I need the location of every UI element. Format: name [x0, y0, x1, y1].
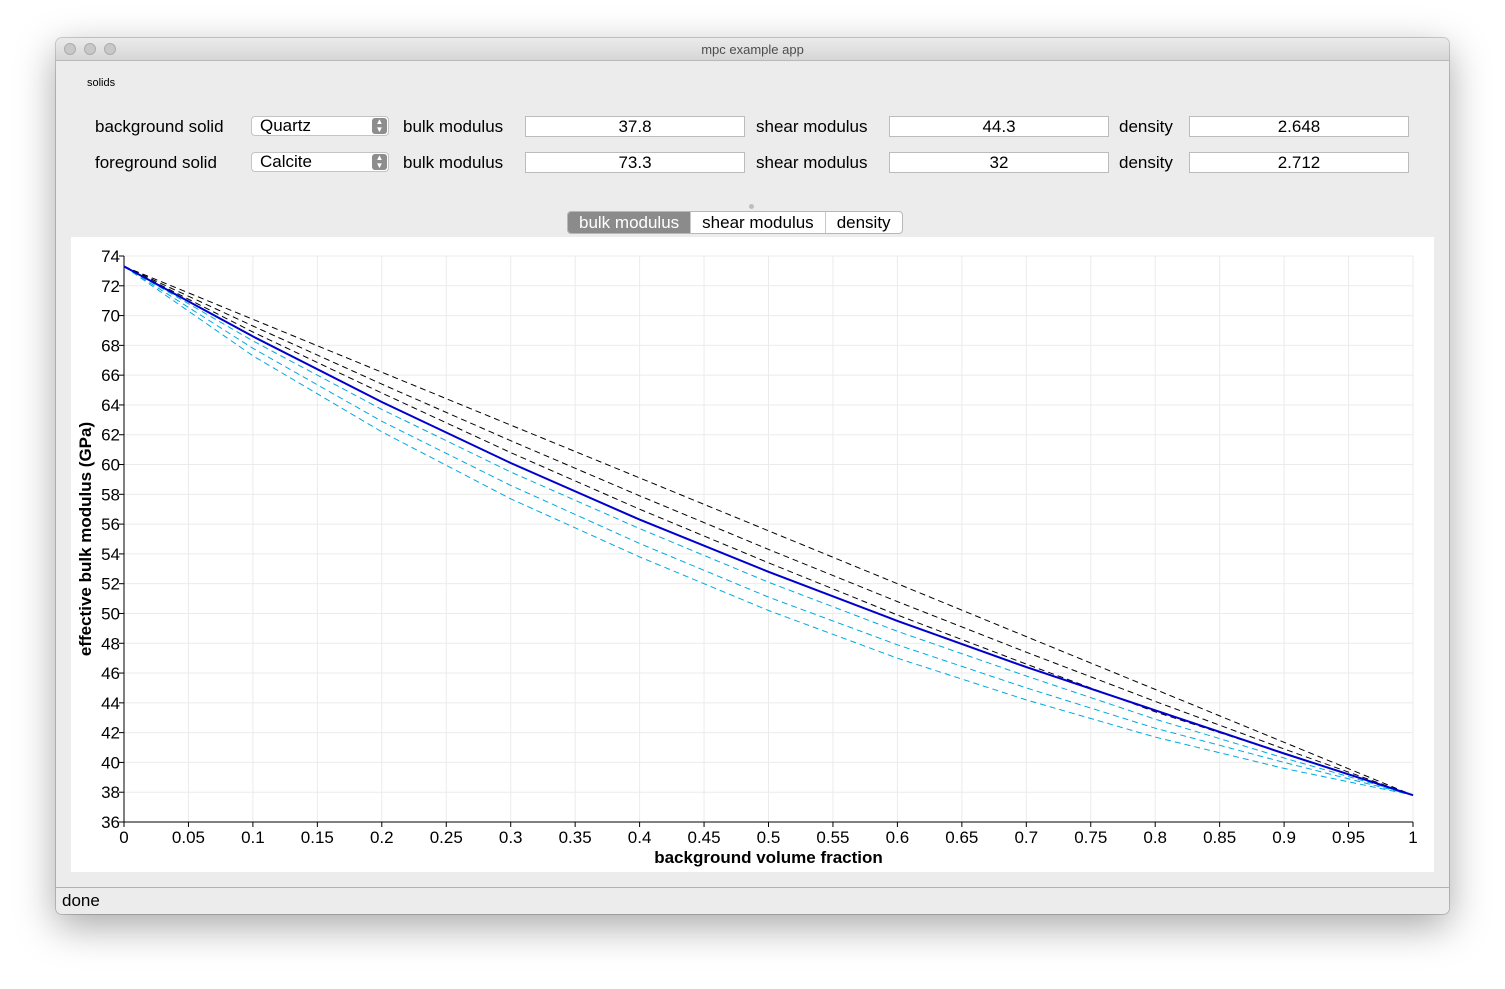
bound-line — [123, 265, 1414, 796]
foreground-shear-modulus-field[interactable]: 32 — [889, 152, 1109, 173]
status-bar: done — [56, 887, 1449, 914]
zoom-window-button[interactable] — [104, 43, 116, 55]
status-text: done — [62, 891, 100, 910]
y-tick-label: 50 — [101, 604, 120, 623]
background-bulk-modulus-label: bulk modulus — [403, 117, 504, 136]
x-tick-label: 0.05 — [172, 828, 205, 847]
x-tick-label: 0.8 — [1143, 828, 1167, 847]
plot-tabs: bulk modulus shear modulus density — [567, 211, 903, 234]
x-axis-title: background volume fraction — [654, 848, 883, 867]
title-bar: mpc example app — [56, 38, 1449, 61]
y-tick-label: 46 — [101, 664, 120, 683]
y-tick-label: 70 — [101, 307, 120, 326]
x-tick-label: 0 — [119, 828, 128, 847]
x-tick-label: 0.95 — [1332, 828, 1365, 847]
y-tick-label: 66 — [101, 366, 120, 385]
minimize-window-button[interactable] — [84, 43, 96, 55]
x-tick-label: 0.25 — [430, 828, 463, 847]
y-tick-label: 36 — [101, 813, 120, 832]
x-tick-label: 0.5 — [757, 828, 781, 847]
y-tick-label: 62 — [101, 426, 120, 445]
bulk-modulus-chart: 0 0.05 0.1 0.15 0.2 0.25 0.3 0.35 0.4 0.45 0.5 0.55… — [76, 247, 1418, 867]
tab-bulk-modulus[interactable]: bulk modulus — [568, 212, 691, 233]
y-tick-label: 52 — [101, 575, 120, 594]
y-tick-label: 44 — [101, 694, 120, 713]
y-tick-label: 38 — [101, 783, 120, 802]
solids-group-label: solids — [87, 77, 116, 89]
splitter-handle[interactable] — [749, 204, 754, 209]
effective-modulus-line — [123, 265, 1414, 797]
app-window: mpc example app solids background solid … — [56, 38, 1449, 914]
x-tick-label: 0.35 — [559, 828, 592, 847]
tab-density[interactable]: density — [824, 212, 902, 233]
x-tick-label: 0.15 — [301, 828, 334, 847]
x-tick-label: 0.55 — [816, 828, 849, 847]
background-solid-label: background solid — [95, 117, 224, 136]
tab-shear-modulus[interactable]: shear modulus — [690, 212, 825, 233]
background-shear-modulus-field[interactable]: 44.3 — [889, 116, 1109, 137]
x-tick-label: 0.2 — [370, 828, 394, 847]
x-tick-label: 0.6 — [886, 828, 910, 847]
bound-line — [123, 265, 1414, 796]
y-axis-title: effective bulk modulus (GPa) — [76, 422, 95, 656]
foreground-shear-modulus-label: shear modulus — [756, 153, 868, 172]
x-tick-label: 0.7 — [1014, 828, 1038, 847]
foreground-bulk-modulus-field[interactable]: 73.3 — [525, 152, 745, 173]
y-tick-label: 54 — [101, 545, 120, 564]
y-tick-label: 74 — [101, 247, 120, 266]
y-tick-label: 40 — [101, 753, 120, 772]
x-tick-label: 0.45 — [688, 828, 721, 847]
plot-area: 0 0.05 0.1 0.15 0.2 0.25 0.3 0.35 0.4 0.45 0.5 0.55… — [71, 237, 1434, 872]
foreground-solid-value: Calcite — [260, 152, 312, 171]
chevron-updown-icon: ▲ ▼ — [372, 154, 387, 170]
foreground-solid-select[interactable]: Calcite ▲ ▼ — [251, 152, 389, 172]
background-solid-value: Quartz — [260, 116, 312, 135]
x-tick-label: 0.3 — [499, 828, 523, 847]
foreground-density-label: density — [1119, 153, 1173, 172]
chevron-updown-icon: ▲ ▼ — [372, 118, 387, 134]
y-tick-label: 48 — [101, 634, 120, 653]
y-tick-label: 68 — [101, 336, 120, 355]
y-tick-label: 72 — [101, 277, 120, 296]
y-tick-label: 56 — [101, 515, 120, 534]
y-tick-label: 58 — [101, 485, 120, 504]
x-tick-label: 0.1 — [241, 828, 265, 847]
background-shear-modulus-label: shear modulus — [756, 117, 868, 136]
x-tick-label: 0.65 — [945, 828, 978, 847]
background-density-field[interactable]: 2.648 — [1189, 116, 1409, 137]
foreground-density-field[interactable]: 2.712 — [1189, 152, 1409, 173]
foreground-bulk-modulus-label: bulk modulus — [403, 153, 504, 172]
bound-line — [123, 265, 1414, 796]
x-tick-label: 0.85 — [1203, 828, 1236, 847]
x-tick-label: 0.75 — [1074, 828, 1107, 847]
background-solid-select[interactable]: Quartz ▲ ▼ — [251, 116, 389, 136]
y-tick-label: 60 — [101, 456, 120, 475]
close-window-button[interactable] — [64, 43, 76, 55]
background-density-label: density — [1119, 117, 1173, 136]
x-tick-label: 1 — [1408, 828, 1417, 847]
bound-line — [123, 265, 1414, 796]
bound-line — [123, 265, 1414, 796]
x-tick-label: 0.9 — [1272, 828, 1296, 847]
foreground-solid-label: foreground solid — [95, 153, 217, 172]
window-title: mpc example app — [701, 42, 804, 57]
y-tick-label: 64 — [101, 396, 120, 415]
y-tick-label: 42 — [101, 724, 120, 743]
background-bulk-modulus-field[interactable]: 37.8 — [525, 116, 745, 137]
x-tick-label: 0.4 — [628, 828, 652, 847]
